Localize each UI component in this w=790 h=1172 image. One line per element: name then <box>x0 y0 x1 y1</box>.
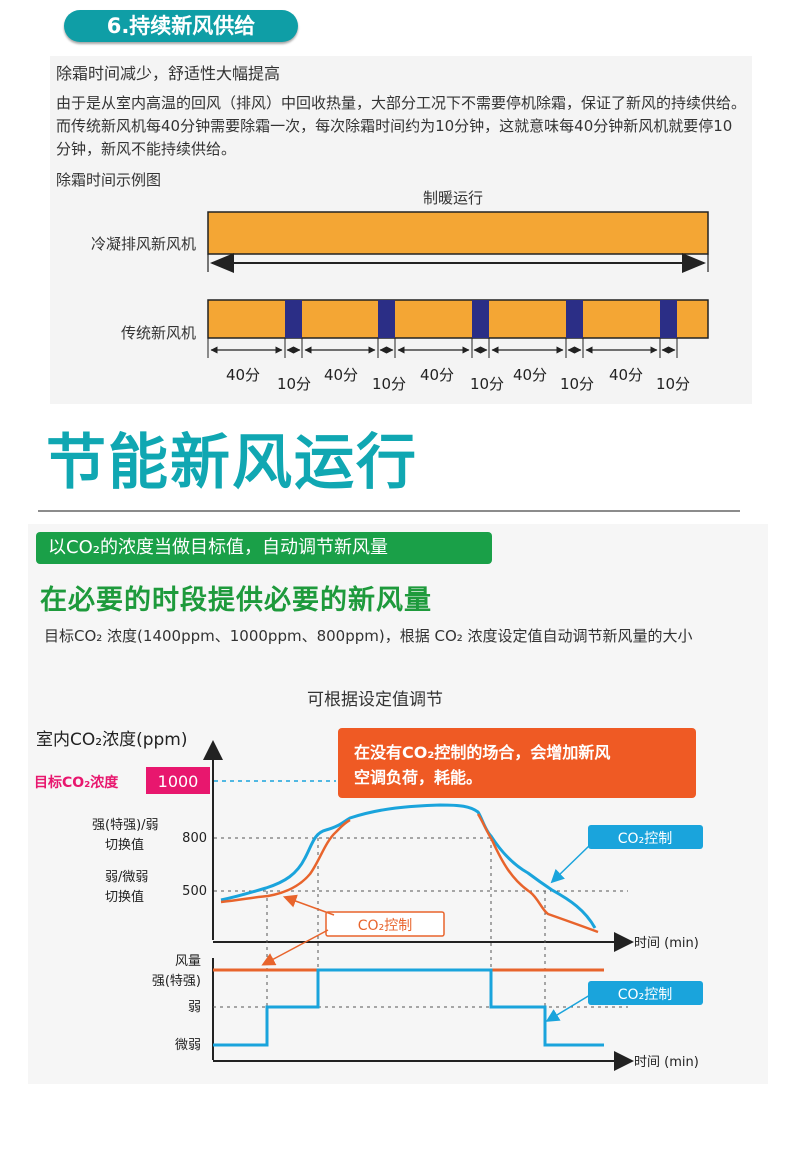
defrost-duration-label: 10分 <box>277 375 311 393</box>
defrost-heading: 除霜时间减少，舒适性大幅提高 <box>56 64 281 83</box>
co2-control-tag-orange <box>325 911 445 937</box>
chart-title: 可根据设定值调节 <box>307 690 443 710</box>
defrost-paragraph: 由于是从室内高温的回风（排风）中回收热量，大部分工况下不需要停机除霜，保证了新风… <box>56 94 747 158</box>
no-control-callout <box>338 728 696 798</box>
heating-operation-label: 制暖运行 <box>423 189 483 207</box>
blue-tag-lower-pointer <box>545 994 591 1022</box>
segment-ticks <box>207 338 678 358</box>
continuous-run-bar <box>207 211 709 255</box>
tick-500: 500 <box>182 884 207 899</box>
target-value: 1000 <box>158 772 199 791</box>
airflow-label: 风量 <box>175 954 201 969</box>
tick-800: 800 <box>182 831 207 846</box>
co2-target-badge: 以CO₂的浓度当做目标值，自动调节新风量 <box>36 532 492 564</box>
defrost-duration-label: 10分 <box>470 375 504 393</box>
row-label-traditional-unit: 传统新风机 <box>121 324 196 342</box>
section-badge-continuous-fresh-air: 6.持续新风供给 <box>64 10 298 42</box>
co2-control-tag-blue-lower-text: CO₂控制 <box>618 987 672 1003</box>
co2-subtitle: 在必要的时段提供必要的新风量 <box>40 585 432 616</box>
weak-switch-label-1: 弱/微弱 <box>105 870 148 885</box>
run-duration-label: 40分 <box>324 366 358 384</box>
airflow-controlled-line <box>213 968 604 1047</box>
defrost-timeline-diagram: 制暖运行 冷凝排风新风机 传统新风机 40分 10分 40分 10分 40分 <box>91 189 709 393</box>
orange-tag-pointer-up <box>282 894 335 916</box>
defrost-duration-label: 10分 <box>560 375 594 393</box>
target-value-box <box>146 767 210 794</box>
defrost-duration-label: 10分 <box>656 375 690 393</box>
defrost-block <box>378 300 395 338</box>
level-weak-label: 弱 <box>188 1000 201 1015</box>
defrost-block <box>472 300 489 338</box>
x-axis-label: 时间 (min) <box>634 936 699 951</box>
airflow-x-axis-label: 时间 (min) <box>634 1055 699 1070</box>
energy-saving-title: 节能新风运行 <box>46 428 418 498</box>
defrost-diagram-caption: 除霜时间示例图 <box>56 171 162 189</box>
strong-switch-label-2: 切换值 <box>105 837 144 853</box>
level-strong-label: 强(特强) <box>152 974 201 989</box>
row-label-condensing-unit: 冷凝排风新风机 <box>91 235 196 253</box>
defrost-block <box>566 300 583 338</box>
target-co2-label: 目标CO₂浓度 <box>34 774 119 791</box>
level-micro-label: 微弱 <box>175 1038 201 1053</box>
co2-control-tag-blue <box>588 825 703 849</box>
co2-curve-no-control <box>220 803 597 929</box>
defrost-block <box>285 300 302 338</box>
run-duration-label: 40分 <box>609 366 643 384</box>
y-axis-label: 室内CO₂浓度(ppm) <box>36 730 187 750</box>
co2-paragraph: 目标CO₂ 浓度(1400ppm、1000ppm、800ppm)，根据 CO₂ … <box>44 627 693 645</box>
defrost-duration-label: 10分 <box>372 375 406 393</box>
co2-control-tag-orange-text: CO₂控制 <box>358 918 412 934</box>
co2-control-tag-blue-text: CO₂控制 <box>618 831 672 847</box>
run-duration-label: 40分 <box>420 366 454 384</box>
run-duration-label: 40分 <box>513 366 547 384</box>
run-duration-label: 40分 <box>226 366 260 384</box>
strong-switch-label-1: 强(特强)/弱 <box>92 818 159 833</box>
section-divider <box>38 510 740 512</box>
weak-switch-label-2: 切换值 <box>105 889 144 905</box>
callout-line-2: 空调负荷，耗能。 <box>354 768 482 787</box>
co2-control-tag-blue-lower <box>588 981 703 1005</box>
orange-tag-pointer-down <box>261 929 329 966</box>
defrost-block <box>660 300 677 338</box>
blue-tag-pointer <box>550 844 591 884</box>
callout-line-1: 在没有CO₂控制的场合，会增加新风 <box>354 743 610 762</box>
co2-curve-controlled <box>220 813 599 934</box>
